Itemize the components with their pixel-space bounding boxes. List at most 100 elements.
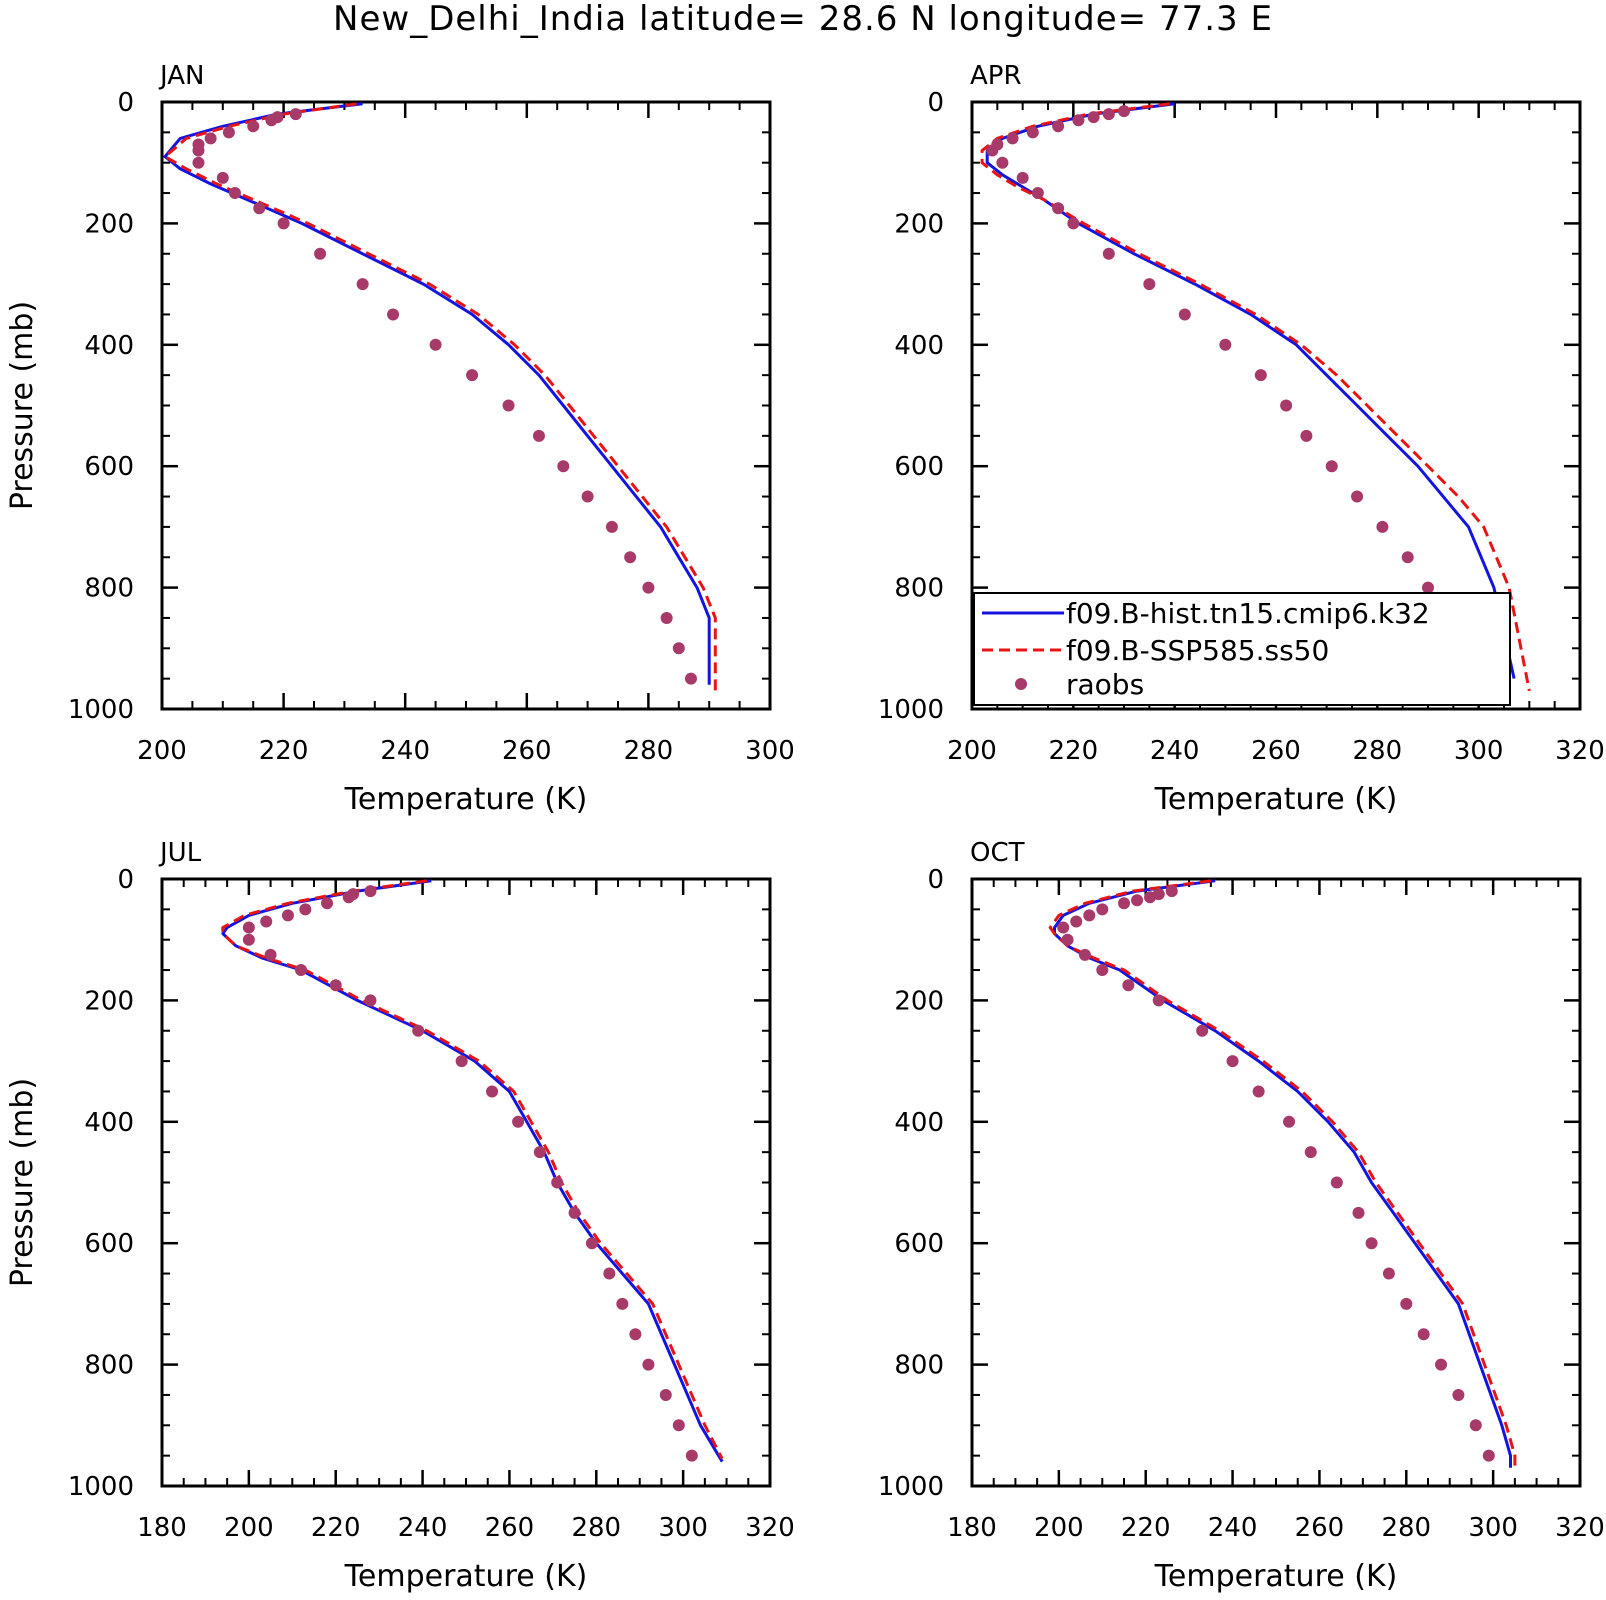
y-tick-label: 1000 [878, 1472, 944, 1502]
raobs-point [1376, 520, 1389, 533]
y-tick-label: 1000 [878, 695, 944, 725]
hist-line [163, 102, 711, 685]
raobs-point [642, 1358, 655, 1371]
x-tick-label: 200 [137, 736, 187, 766]
y-axis-label: Pressure (mb) [5, 1078, 40, 1287]
y-tick-label: 0 [117, 865, 134, 895]
y-tick-label: 400 [84, 1108, 134, 1138]
x-tick-label: 260 [485, 1513, 535, 1543]
raobs-point [1254, 369, 1267, 382]
panel-label: OCT [970, 838, 1025, 868]
raobs-point [321, 897, 334, 910]
raobs-point [364, 994, 377, 1007]
x-tick-label: 260 [1295, 1513, 1345, 1543]
raobs-point [1165, 885, 1178, 898]
raobs-point [685, 1449, 698, 1462]
x-tick-label: 280 [1353, 736, 1403, 766]
y-tick-label: 600 [84, 452, 134, 482]
raobs-point [412, 1024, 425, 1037]
legend: f09.B-hist.tn15.cmip6.k32 f09.B-SSP585.ss… [973, 592, 1511, 706]
raobs-point [1122, 979, 1135, 992]
raobs-point [512, 1115, 525, 1128]
raobs-point [314, 247, 327, 260]
raobs-point [1400, 1297, 1413, 1310]
raobs-point [466, 369, 479, 382]
x-tick-label: 260 [502, 736, 552, 766]
raobs-point [1300, 429, 1313, 442]
raobs-point [356, 278, 369, 291]
x-tick-label: 300 [1454, 736, 1504, 766]
y-tick-label: 1000 [68, 1472, 134, 1502]
raobs-point [532, 429, 545, 442]
raobs-point [1351, 490, 1364, 503]
raobs-point [1352, 1206, 1365, 1219]
raobs-point [1452, 1388, 1465, 1401]
x-tick-label: 280 [571, 1513, 621, 1543]
raobs-point [533, 1146, 546, 1159]
raobs-point [1096, 964, 1109, 977]
raobs-point [387, 308, 400, 321]
y-tick-label: 600 [894, 1229, 944, 1259]
hist-line [1053, 879, 1512, 1468]
hist-line [221, 879, 724, 1463]
raobs-point [1226, 1055, 1239, 1068]
raobs-point [1006, 132, 1019, 145]
raobs-point [1118, 897, 1130, 910]
raobs-point [204, 132, 217, 145]
x-tick-label: 280 [1381, 1513, 1431, 1543]
raobs-point [672, 642, 685, 655]
raobs-point [986, 144, 999, 157]
raobs-point [329, 979, 342, 992]
raobs-point [659, 1388, 672, 1401]
raobs-point [242, 933, 255, 946]
y-tick-label: 0 [927, 865, 944, 895]
x-tick-label: 240 [398, 1513, 448, 1543]
plot-frame [970, 877, 1582, 1488]
raobs-point [1304, 1146, 1317, 1159]
raobs-point [277, 217, 290, 230]
raobs-point [1196, 1024, 1209, 1037]
raobs-point [222, 126, 235, 139]
raobs-point [624, 551, 637, 564]
raobs-point [253, 202, 266, 215]
y-tick-label: 800 [84, 574, 134, 604]
x-tick-label: 320 [1555, 1513, 1605, 1543]
y-tick-label: 800 [894, 1351, 944, 1381]
x-tick-label: 320 [1555, 736, 1605, 766]
x-tick-label: 240 [380, 736, 430, 766]
figure-title: New_Delhi_India latitude= 28.6 N longitu… [333, 0, 1273, 39]
raobs-point [1102, 247, 1115, 260]
ssp585-line [980, 102, 1531, 692]
y-tick-label: 200 [84, 209, 134, 239]
y-tick-label: 400 [894, 331, 944, 361]
raobs-point [1401, 551, 1414, 564]
x-tick-label: 220 [1121, 1513, 1171, 1543]
raobs-point [1417, 1328, 1430, 1341]
raobs-point [242, 921, 255, 934]
x-tick-label: 220 [259, 736, 309, 766]
y-tick-label: 0 [117, 88, 134, 118]
raobs-point [1283, 1115, 1296, 1128]
raobs-point [1057, 921, 1070, 934]
raobs-point [1365, 1237, 1378, 1250]
raobs-point [1382, 1267, 1395, 1280]
raobs-point [1070, 915, 1083, 928]
x-tick-label: 200 [1034, 1513, 1084, 1543]
raobs-point [264, 948, 277, 961]
x-tick-label: 240 [1208, 1513, 1258, 1543]
raobs-point [502, 399, 515, 412]
raobs-point [568, 1206, 581, 1219]
panel-label: APR [970, 61, 1022, 91]
raobs-point [603, 1267, 616, 1280]
y-tick-label: 800 [894, 574, 944, 604]
panel-label: JAN [158, 61, 204, 91]
x-axis-label: Temperature (K) [344, 782, 588, 817]
x-tick-label: 280 [624, 736, 674, 766]
raobs-point [299, 903, 312, 916]
y-tick-label: 200 [894, 986, 944, 1016]
x-axis-label: Temperature (K) [1154, 782, 1398, 817]
y-tick-label: 200 [894, 209, 944, 239]
raobs-point [289, 108, 302, 121]
x-tick-label: 300 [658, 1513, 708, 1543]
raobs-point [1178, 308, 1191, 321]
